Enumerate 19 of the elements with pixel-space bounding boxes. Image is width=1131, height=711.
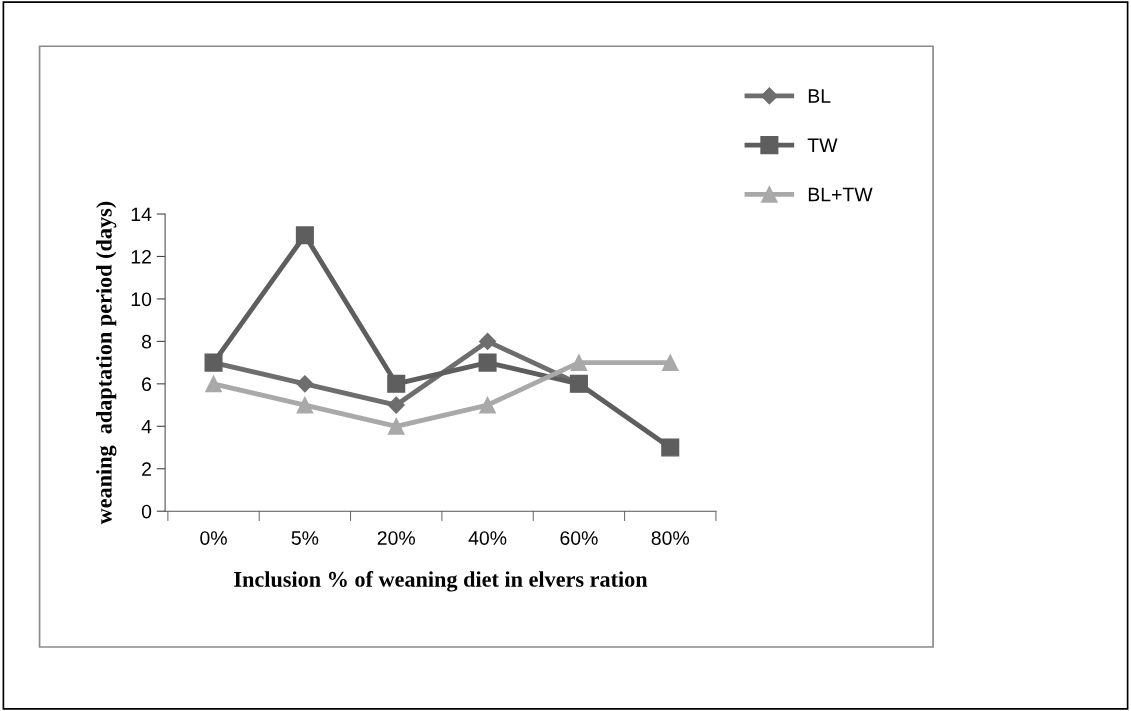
- legend-label: BL: [808, 89, 831, 103]
- x-axis-title: Inclusion % of weaning diet in elvers ration: [234, 571, 648, 592]
- y-tick-label: 6: [142, 377, 152, 392]
- y-tick-label: 12: [131, 249, 151, 264]
- y-axis-title: weaning adaptation period (days): [96, 201, 117, 525]
- y-tick-label: 2: [142, 462, 151, 476]
- x-tick-label: 5%: [291, 531, 319, 545]
- legend-label: BL+TW: [808, 187, 873, 202]
- y-tick-label: 14: [131, 207, 152, 222]
- x-tick-label: 80%: [651, 531, 690, 545]
- legend-label: TW: [807, 138, 838, 152]
- y-tick-label: 8: [141, 334, 152, 349]
- x-tick-label: 20%: [377, 531, 415, 545]
- x-tick-label: 60%: [560, 531, 598, 545]
- x-tick-label: 0%: [200, 531, 227, 545]
- y-tick-label: 4: [141, 419, 152, 434]
- y-tick-label: 0: [141, 504, 152, 519]
- x-tick-label: 40%: [468, 531, 507, 545]
- y-tick-label: 10: [131, 292, 152, 307]
